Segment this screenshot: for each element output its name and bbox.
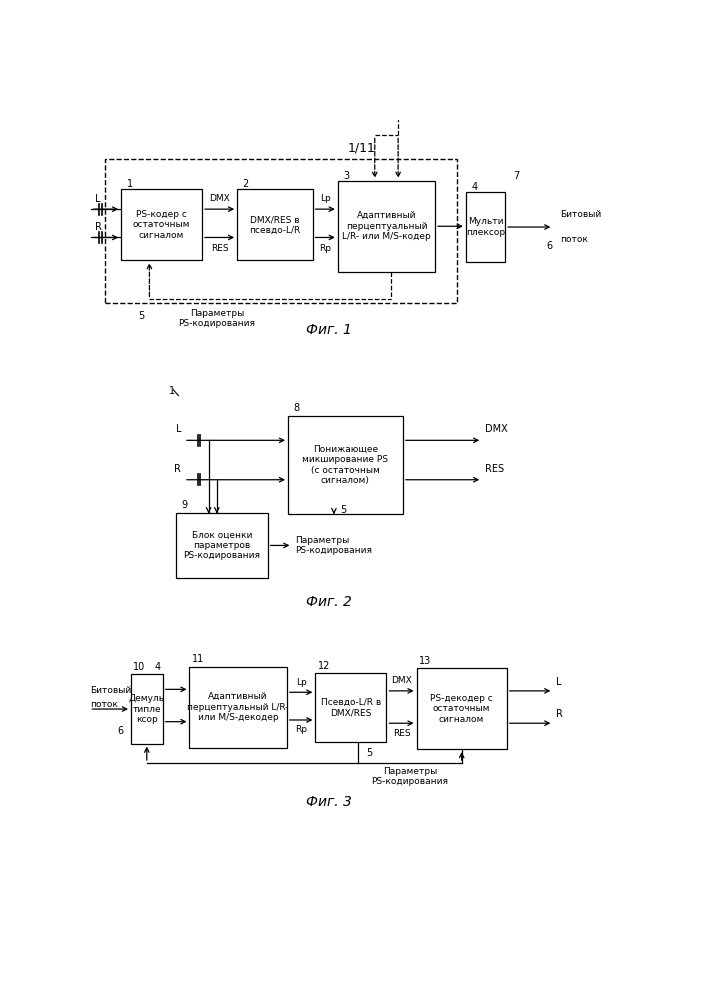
Text: PS-кодер с
остаточным
сигналом: PS-кодер с остаточным сигналом <box>133 210 191 240</box>
Text: Мульти
плексор: Мульти плексор <box>466 217 505 237</box>
Text: L: L <box>176 424 181 434</box>
Text: DMX: DMX <box>209 194 230 203</box>
Text: Параметры
PS-кодирования: Параметры PS-кодирования <box>179 309 256 328</box>
Text: 5: 5 <box>340 505 347 515</box>
Text: R: R <box>556 709 563 719</box>
Text: L: L <box>95 194 100 204</box>
Text: DMX: DMX <box>391 676 412 685</box>
Text: Rp: Rp <box>295 725 307 734</box>
Text: 3: 3 <box>343 171 349 181</box>
Text: RES: RES <box>211 244 228 253</box>
Text: 6: 6 <box>117 726 123 736</box>
Text: 12: 12 <box>318 661 330 671</box>
Text: 4: 4 <box>472 182 477 192</box>
Text: 7: 7 <box>513 171 520 181</box>
Text: 1/11: 1/11 <box>348 142 376 155</box>
Text: 6: 6 <box>546 241 553 251</box>
Text: Адаптивный
перцептуальный
L/R- или M/S-кодер: Адаптивный перцептуальный L/R- или M/S-к… <box>342 211 431 241</box>
Text: 4: 4 <box>155 662 161 672</box>
FancyBboxPatch shape <box>237 189 313 260</box>
Text: Фиг. 1: Фиг. 1 <box>306 323 352 337</box>
Text: DMX/RES в
псевдо-L/R: DMX/RES в псевдо-L/R <box>249 215 301 234</box>
FancyBboxPatch shape <box>316 673 386 742</box>
Text: Параметры
PS-кодирования: Параметры PS-кодирования <box>371 767 448 786</box>
Text: 1: 1 <box>169 386 175 396</box>
Text: Адаптивный
перцептуальный L/R-
или M/S-декодер: Адаптивный перцептуальный L/R- или M/S-д… <box>187 692 289 722</box>
Text: 2: 2 <box>243 179 249 189</box>
Text: PS-декодер с
остаточным
сигналом: PS-декодер с остаточным сигналом <box>430 694 493 724</box>
Text: DMX: DMX <box>485 424 508 434</box>
Text: L: L <box>556 677 561 687</box>
FancyBboxPatch shape <box>337 181 435 272</box>
Text: поток: поток <box>90 700 118 709</box>
Text: поток: поток <box>560 235 588 244</box>
Text: 5: 5 <box>138 311 144 321</box>
Text: Фиг. 3: Фиг. 3 <box>306 795 352 809</box>
Text: Параметры
PS-кодирования: Параметры PS-кодирования <box>295 536 372 555</box>
Text: RES: RES <box>485 464 504 474</box>
Text: 11: 11 <box>192 654 205 664</box>
Text: R: R <box>174 464 181 474</box>
FancyBboxPatch shape <box>131 674 162 744</box>
Text: 1: 1 <box>126 179 133 189</box>
FancyBboxPatch shape <box>189 667 287 748</box>
FancyBboxPatch shape <box>417 668 507 749</box>
FancyBboxPatch shape <box>466 192 505 262</box>
Text: 13: 13 <box>419 656 431 666</box>
Text: 5: 5 <box>366 748 373 758</box>
Text: Битовый: Битовый <box>90 686 131 695</box>
Text: Rp: Rp <box>319 244 331 253</box>
Text: Демуль
типле
ксор: Демуль типле ксор <box>128 694 165 724</box>
Text: 8: 8 <box>294 403 299 413</box>
Text: Псевдо-L/R в
DMX/RES: Псевдо-L/R в DMX/RES <box>321 698 381 717</box>
Text: Битовый: Битовый <box>560 210 601 219</box>
Text: Фиг. 2: Фиг. 2 <box>306 595 352 609</box>
Text: RES: RES <box>393 729 410 738</box>
Text: Lp: Lp <box>296 678 306 687</box>
Text: Lp: Lp <box>320 194 330 203</box>
FancyBboxPatch shape <box>288 416 403 514</box>
FancyBboxPatch shape <box>176 513 268 578</box>
FancyBboxPatch shape <box>121 189 202 260</box>
Text: Понижающее
микширование PS
(с остаточным
сигналом): Понижающее микширование PS (с остаточным… <box>302 445 388 485</box>
Text: 10: 10 <box>133 662 145 672</box>
Text: R: R <box>95 222 102 232</box>
Text: Блок оценки
параметров
PS-кодирования: Блок оценки параметров PS-кодирования <box>184 531 261 560</box>
Text: 9: 9 <box>181 500 187 510</box>
